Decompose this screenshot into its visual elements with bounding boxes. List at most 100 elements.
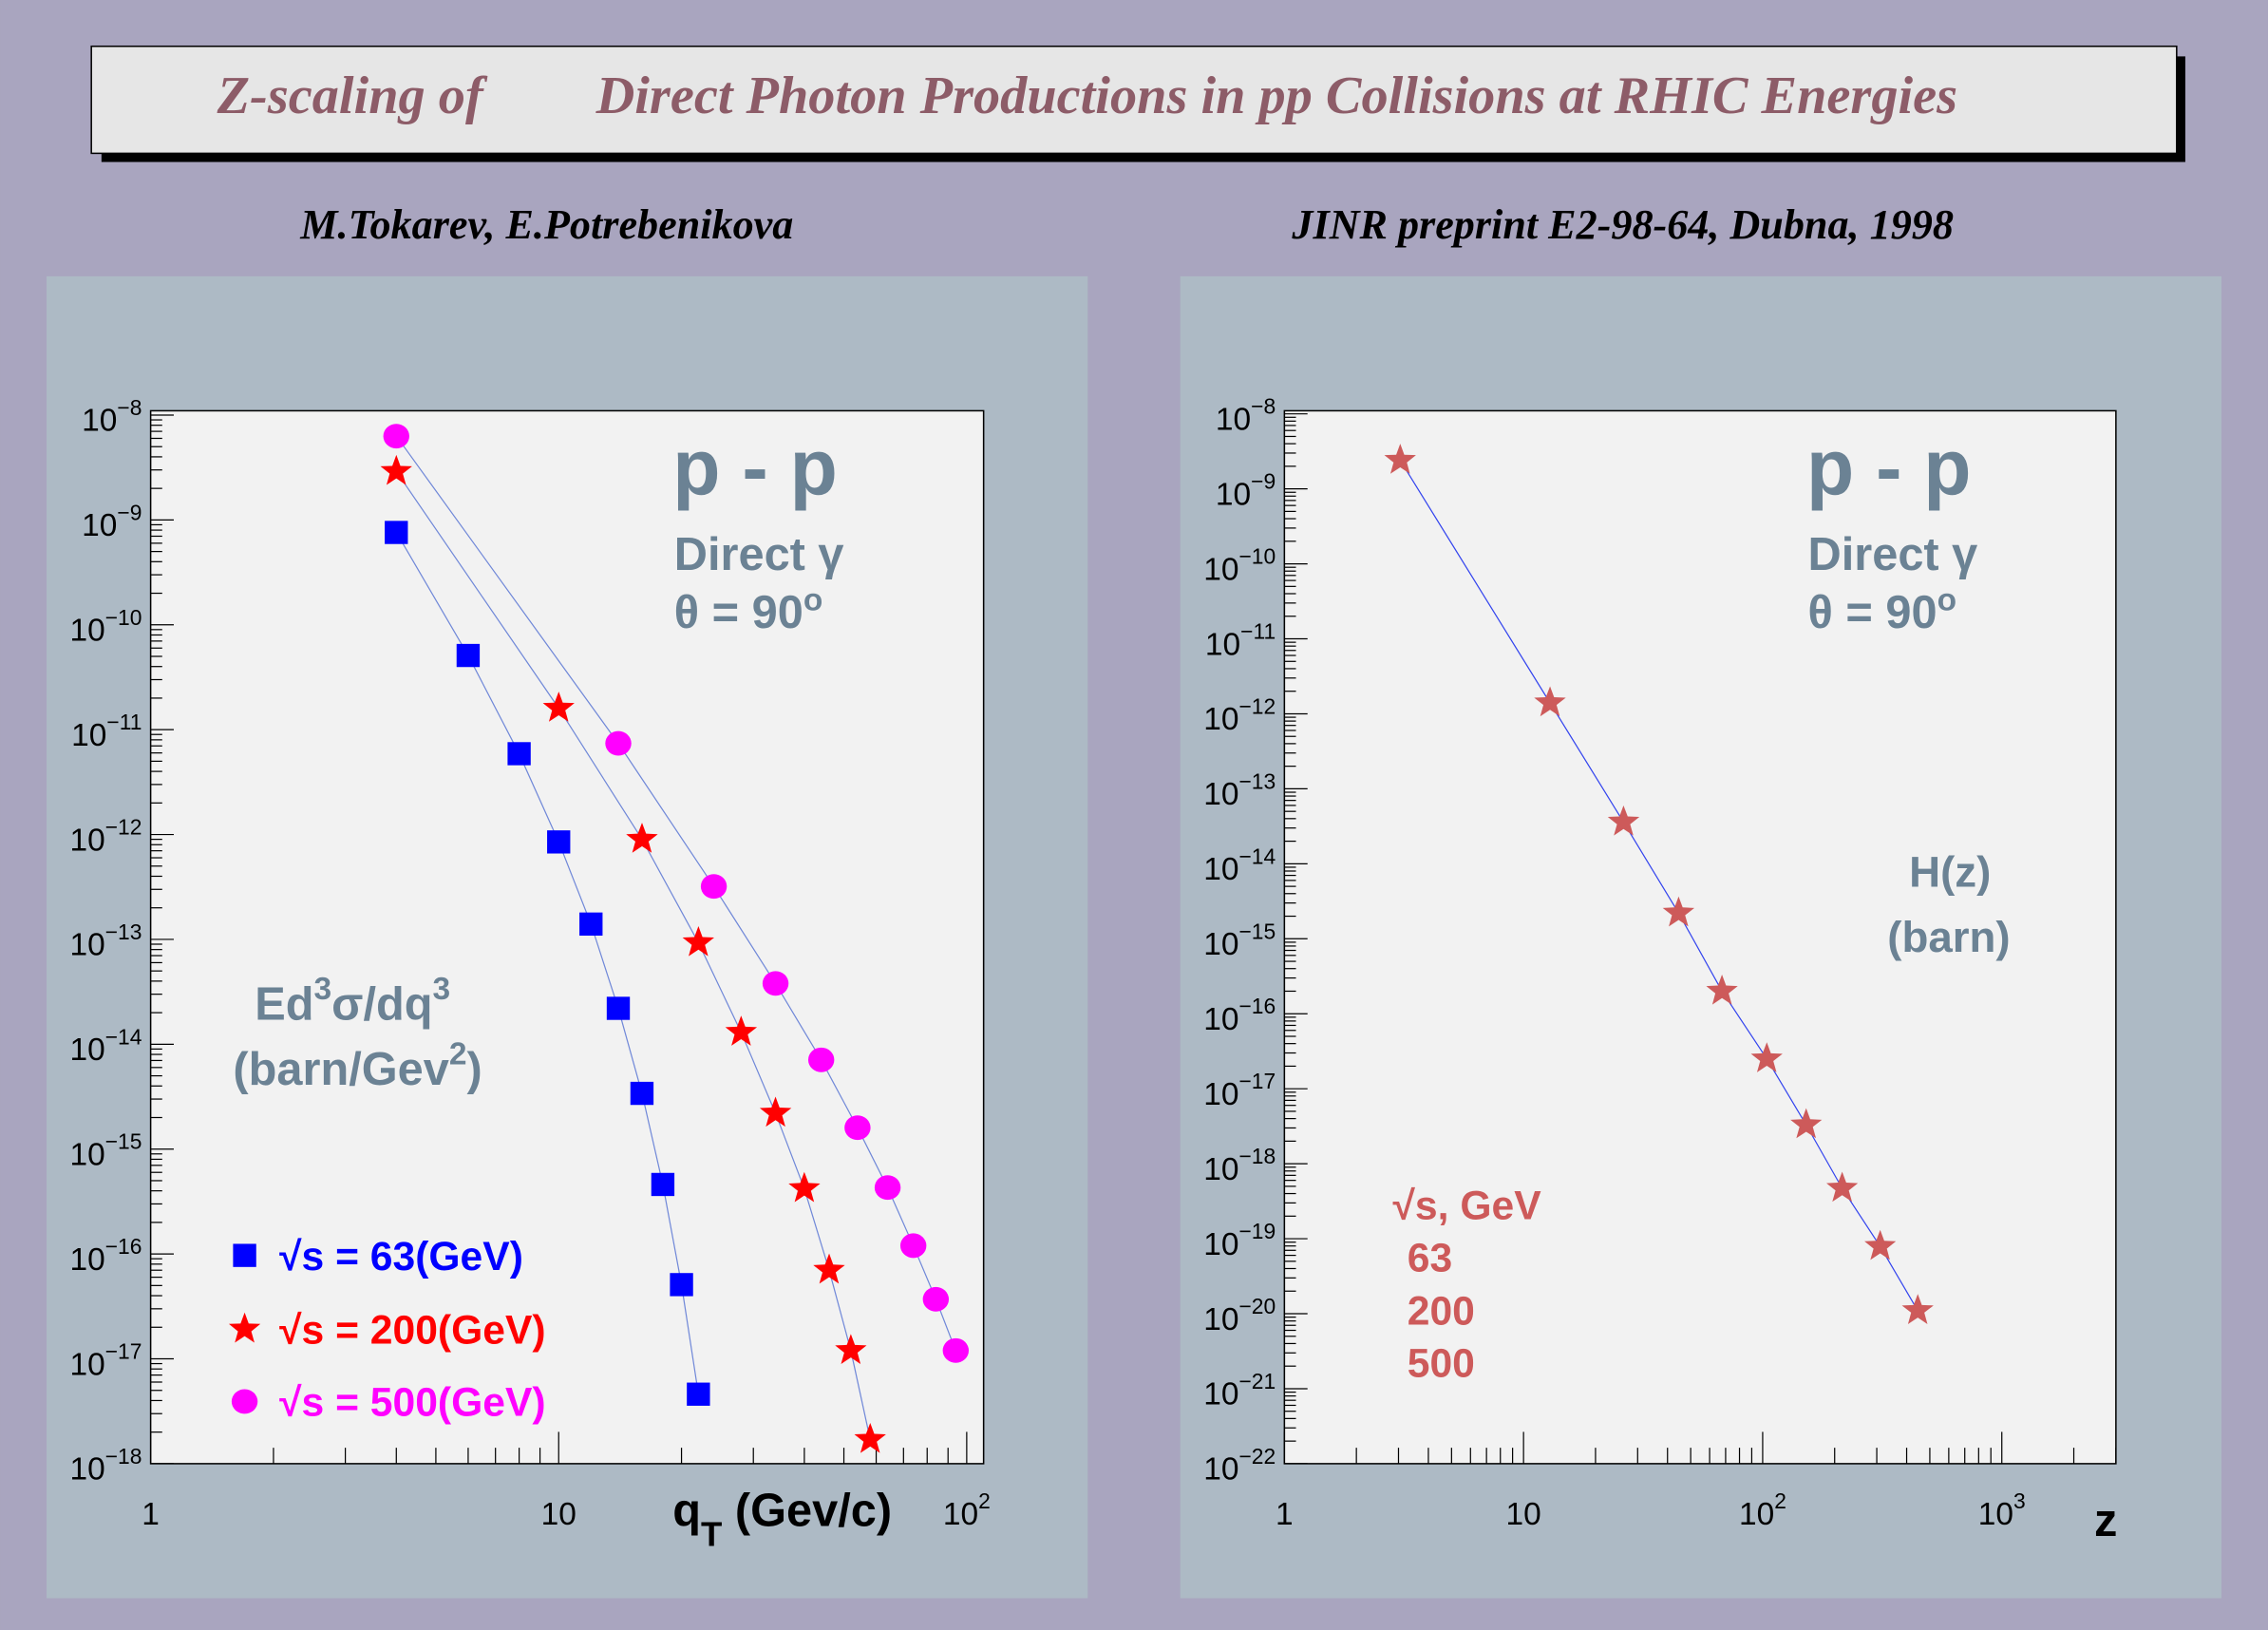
y-tick-exponent: −22 — [1238, 1444, 1276, 1469]
data-point-circle — [922, 1286, 950, 1312]
data-point-star — [1607, 805, 1640, 836]
series-curve — [395, 435, 956, 1352]
y-tick-label: 10−9 — [1216, 469, 1276, 513]
series-curve — [1399, 460, 1918, 1312]
y-tick-base: 10 — [69, 1242, 104, 1278]
y-tick-label: 10−19 — [1203, 1219, 1276, 1262]
y-tick-base: 10 — [82, 508, 117, 543]
y-tick-base: 10 — [1203, 552, 1238, 587]
legend-marker-star — [228, 1312, 261, 1343]
x-tick-exponent: 2 — [978, 1488, 991, 1513]
right-legend-entry: 200 — [1408, 1289, 1475, 1335]
ylabel-unit: (barn/Gev — [233, 1044, 448, 1095]
y-tick-exponent: −21 — [1238, 1369, 1276, 1393]
left-system-label: p - p — [672, 426, 838, 512]
data-point-circle — [942, 1337, 970, 1363]
y-tick-base: 10 — [1203, 1452, 1238, 1488]
y-tick-exponent: −13 — [105, 919, 142, 944]
right-angle-text: θ = 90 — [1808, 587, 1937, 638]
y-tick-exponent: −20 — [1238, 1294, 1276, 1318]
data-point-star — [1826, 1171, 1859, 1203]
legend-label: √s = 500(GeV) — [279, 1380, 545, 1426]
data-point-star — [788, 1171, 821, 1203]
y-tick-base: 10 — [1203, 1002, 1238, 1037]
ylabel-sup: 2 — [449, 1037, 467, 1072]
data-point-star — [725, 1015, 758, 1046]
data-point-circle — [700, 874, 728, 900]
y-tick-label: 10−15 — [1203, 919, 1276, 962]
x-tick-base: 10 — [1978, 1497, 2013, 1532]
y-tick-label: 10−11 — [71, 710, 142, 753]
y-tick-label: 10−14 — [69, 1024, 142, 1068]
left-process-label: Direct γ — [674, 529, 844, 580]
x-tick-label: 1 — [142, 1497, 160, 1532]
legend-label: √s = 63(GeV) — [279, 1234, 523, 1279]
xlabel-unit: (Gev/c) — [722, 1485, 892, 1536]
left-ylabel-line2: (barn/Gev2) — [233, 1037, 482, 1095]
x-tick-label: 102 — [1739, 1488, 1786, 1532]
y-tick-exponent: −18 — [105, 1444, 142, 1469]
y-tick-exponent: −12 — [105, 815, 142, 840]
reference: JINR preprint E2-98-64, Dubna, 1998 — [1291, 201, 1954, 248]
y-tick-exponent: −9 — [1251, 469, 1276, 494]
left-angle-text: θ = 90 — [674, 587, 803, 638]
data-point-star — [626, 823, 658, 853]
y-tick-label: 10−21 — [1203, 1369, 1276, 1412]
y-tick-label: 10−17 — [69, 1339, 142, 1383]
right-angle-label: θ = 90o — [1808, 583, 1957, 638]
y-tick-exponent: −11 — [106, 710, 142, 734]
title-panel — [90, 45, 2178, 155]
y-tick-base: 10 — [1203, 1077, 1238, 1112]
y-tick-base: 10 — [71, 718, 106, 753]
y-tick-exponent: −10 — [105, 605, 142, 630]
data-point-square — [579, 912, 603, 936]
data-point-circle — [807, 1047, 835, 1072]
legend-label: √s = 200(GeV) — [279, 1308, 545, 1354]
y-tick-base: 10 — [69, 614, 104, 649]
y-tick-exponent: −16 — [105, 1234, 142, 1259]
y-tick-exponent: −9 — [117, 500, 142, 524]
ylabel-close: ) — [466, 1044, 482, 1095]
x-tick-base: 10 — [1506, 1497, 1541, 1532]
data-point-star — [1750, 1042, 1783, 1072]
y-tick-label: 10−8 — [82, 395, 142, 439]
y-tick-label: 10−10 — [69, 605, 142, 649]
y-tick-base: 10 — [69, 928, 104, 963]
data-point-circle — [762, 971, 789, 996]
y-tick-base: 10 — [1205, 627, 1240, 662]
y-tick-base: 10 — [1203, 1377, 1238, 1412]
x-tick-exponent: 3 — [2013, 1488, 2026, 1513]
xlabel-q: q — [672, 1485, 701, 1536]
data-point-square — [651, 1172, 675, 1197]
x-tick-label: 102 — [943, 1488, 991, 1532]
legend-marker-circle — [231, 1389, 258, 1414]
x-tick-base: 1 — [142, 1497, 160, 1532]
data-point-square — [385, 521, 408, 544]
left-frame — [149, 409, 985, 1465]
data-point-circle — [899, 1233, 927, 1259]
right-angle-degree: o — [1937, 583, 1956, 618]
data-point-square — [507, 742, 531, 766]
left-xlabel: qT (Gev/c) — [672, 1485, 892, 1553]
x-tick-label: 10 — [541, 1497, 576, 1532]
y-tick-label: 10−13 — [1203, 768, 1276, 812]
right-ylabel-line2: (barn) — [1887, 913, 2010, 961]
ylabel-sup: 3 — [314, 972, 332, 1007]
y-tick-base: 10 — [1203, 1152, 1238, 1187]
data-point-star — [1901, 1294, 1934, 1324]
y-tick-base: 10 — [82, 404, 117, 439]
y-tick-exponent: −13 — [1238, 768, 1276, 793]
left-legend: √s = 63(GeV) √s = 200(GeV) √s = 500(GeV) — [228, 1234, 546, 1426]
ylabel-ed: Ed — [255, 978, 313, 1030]
left-pad: 10−810−910−1010−1110−1210−1310−1410−1510… — [46, 275, 1088, 1599]
x-tick-base: 10 — [541, 1497, 576, 1532]
y-tick-label: 10−22 — [1203, 1444, 1276, 1488]
x-tick-base: 10 — [943, 1497, 978, 1532]
data-point-star — [682, 925, 714, 957]
right-process-label: Direct γ — [1808, 529, 1978, 580]
ylabel-mid: σ/dq — [331, 978, 432, 1030]
xlabel-sub: T — [701, 1515, 722, 1554]
y-tick-label: 10−16 — [1203, 994, 1276, 1037]
data-point-star — [542, 692, 575, 722]
y-tick-base: 10 — [69, 1347, 104, 1382]
